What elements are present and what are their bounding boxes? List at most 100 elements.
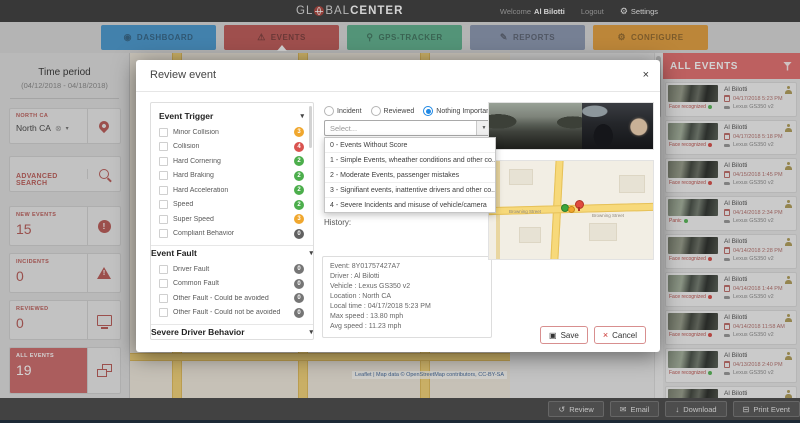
checklist-row[interactable]: Other Fault - Could not be avoided 0: [159, 306, 304, 321]
select-caret-button[interactable]: ▼: [476, 121, 491, 135]
checklist-row[interactable]: Hard Acceleration 2: [159, 183, 304, 198]
status-radio[interactable]: Incident: [324, 106, 362, 116]
driver-download-icon[interactable]: [785, 314, 792, 322]
panel-scrollbar[interactable]: [309, 106, 312, 148]
checkbox[interactable]: [159, 200, 168, 210]
search-button[interactable]: [87, 169, 120, 179]
stat-card[interactable]: REVIEWED 0: [9, 300, 121, 340]
checklist-row[interactable]: Driver Fault 0: [159, 262, 304, 277]
stat-card[interactable]: NEW EVENTS 15: [9, 206, 121, 246]
status-radio[interactable]: Reviewed: [370, 106, 414, 116]
score-option[interactable]: 3 - Signifiant events, inattentive drive…: [325, 183, 495, 198]
event-list-item[interactable]: Face recognized Al Bilotti 04/14/2018 1:…: [665, 272, 797, 307]
checklist-row[interactable]: Collision 4: [159, 140, 304, 155]
checkbox[interactable]: [159, 171, 168, 181]
driver-download-icon[interactable]: [785, 238, 792, 246]
event-thumbnail[interactable]: [668, 85, 718, 102]
checkbox[interactable]: [159, 156, 168, 166]
region-pin-button[interactable]: [87, 109, 120, 143]
checklist-row[interactable]: Common Fault 0: [159, 277, 304, 292]
score-option[interactable]: 1 - Simple Events, wheather conditions a…: [325, 153, 495, 168]
stat-card[interactable]: INCIDENTS 0: [9, 253, 121, 293]
logout-link[interactable]: Logout: [580, 6, 604, 16]
checkbox[interactable]: [159, 142, 168, 152]
region-select[interactable]: North CA ⊗ ▾: [16, 123, 81, 133]
checklist-row[interactable]: Compliant Behavior 0: [159, 227, 304, 242]
event-list-item[interactable]: Face recognized Al Bilotti 04/13/2018 2:…: [665, 386, 797, 398]
nav-tab[interactable]: ⚙ CONFIGURE: [593, 25, 708, 50]
checkbox[interactable]: [159, 185, 168, 195]
footer-button[interactable]: ⊟ Print Event: [732, 401, 800, 417]
footer-button[interactable]: ↓ Download: [665, 401, 727, 417]
driver-download-icon[interactable]: [785, 200, 792, 208]
event-thumbnail[interactable]: [668, 123, 718, 140]
radio-icon[interactable]: [324, 106, 334, 116]
collapse-icon[interactable]: ▾: [300, 113, 304, 120]
checkbox[interactable]: [159, 279, 168, 289]
clear-icon[interactable]: ⊗: [54, 123, 62, 133]
event-list-item[interactable]: Face recognized Al Bilotti 04/17/2018 5:…: [665, 120, 797, 155]
checklist-row[interactable]: Speed 2: [159, 198, 304, 213]
driver-download-icon[interactable]: [785, 162, 792, 170]
event-thumbnail[interactable]: [668, 199, 718, 216]
settings-link[interactable]: ⚙ Settings: [619, 5, 658, 16]
close-icon[interactable]: ×: [642, 69, 649, 81]
cancel-button[interactable]: × Cancel: [593, 326, 646, 344]
event-thumbnail[interactable]: [668, 161, 718, 178]
map-marker-orange[interactable]: [568, 206, 575, 213]
event-list-item[interactable]: Face recognized Al Bilotti 04/15/2018 1:…: [665, 158, 797, 193]
nav-tab[interactable]: ⚠ EVENTS: [224, 25, 339, 51]
driver-download-icon[interactable]: [785, 276, 792, 284]
score-option[interactable]: 0 - Events Without Score: [325, 138, 495, 153]
checklist-row[interactable]: Other Fault - Could be avoided 0: [159, 291, 304, 306]
driver-download-icon[interactable]: [785, 86, 792, 94]
event-thumbnail[interactable]: [668, 389, 718, 398]
checkbox[interactable]: [159, 214, 168, 224]
driver-download-icon[interactable]: [785, 390, 792, 398]
event-thumbnail[interactable]: [668, 313, 718, 330]
score-option[interactable]: 4 - Severe Incidents and misuse of vehic…: [330, 201, 487, 209]
event-thumbnail[interactable]: [668, 351, 718, 368]
map-attribution[interactable]: Leaflet | Map data © OpenStreetMap contr…: [352, 371, 507, 379]
score-option[interactable]: 2 - Moderate Events, passenger mistakes: [325, 168, 495, 183]
section-header[interactable]: Severe Driver Behavior ▾: [151, 324, 313, 339]
checkbox[interactable]: [159, 229, 168, 239]
save-button[interactable]: ▣ Save: [540, 326, 588, 344]
radio-icon[interactable]: [370, 106, 381, 116]
checkbox[interactable]: [159, 308, 168, 318]
event-video-frame[interactable]: [488, 102, 654, 150]
advanced-search-card[interactable]: ADVANCED SEARCH: [9, 156, 121, 192]
event-list-item[interactable]: Panic Al Bilotti 04/14/2018 2:34 PM Lexu…: [665, 196, 797, 231]
collapse-icon[interactable]: ▾: [309, 250, 313, 257]
checklist-row[interactable]: Super Speed 3: [159, 212, 304, 227]
time-period-value[interactable]: (04/12/2018 - 04/18/2018): [21, 81, 108, 90]
event-list-item[interactable]: Face recognized Al Bilotti 04/14/2018 11…: [665, 310, 797, 345]
event-thumbnail[interactable]: [668, 275, 718, 292]
nav-tab[interactable]: ⚲ GPS-TRACKER: [347, 25, 462, 50]
driver-download-icon[interactable]: [785, 352, 792, 360]
nav-tab[interactable]: ◉ DASHBOARD: [101, 25, 216, 50]
event-list-item[interactable]: Face recognized Al Bilotti 04/17/2018 5:…: [665, 82, 797, 117]
driver-download-icon[interactable]: [785, 124, 792, 132]
footer-button[interactable]: ↺ Review: [548, 401, 604, 417]
checkbox[interactable]: [159, 293, 168, 303]
event-list-item[interactable]: Face recognized Al Bilotti 04/14/2018 2:…: [665, 234, 797, 269]
checklist-row[interactable]: Hard Cornering 2: [159, 154, 304, 169]
filter-icon[interactable]: [783, 61, 792, 71]
section-header[interactable]: Event Trigger ▾: [159, 111, 304, 121]
score-select[interactable]: Select... ▼: [324, 120, 492, 136]
stat-card[interactable]: ALL EVENTS 19: [9, 347, 121, 394]
collapse-icon[interactable]: ▾: [309, 329, 313, 336]
event-location-map[interactable]: Browning Street Browning Street: [488, 160, 654, 260]
checklist-row[interactable]: Hard Braking 2: [159, 169, 304, 184]
radio-icon[interactable]: [423, 106, 434, 116]
checkbox[interactable]: [159, 264, 168, 274]
nav-tab[interactable]: ✎ REPORTS: [470, 25, 585, 50]
event-list-item[interactable]: Face recognized Al Bilotti 04/13/2018 2:…: [665, 348, 797, 383]
event-thumbnail[interactable]: [668, 237, 718, 254]
map-marker-red[interactable]: [575, 200, 584, 211]
checklist-row[interactable]: Minor Collision 3: [159, 125, 304, 140]
section-header[interactable]: Event Fault ▾: [151, 245, 313, 262]
footer-button[interactable]: ✉ Email: [609, 401, 660, 417]
status-radio[interactable]: Nothing Important: [423, 106, 492, 116]
